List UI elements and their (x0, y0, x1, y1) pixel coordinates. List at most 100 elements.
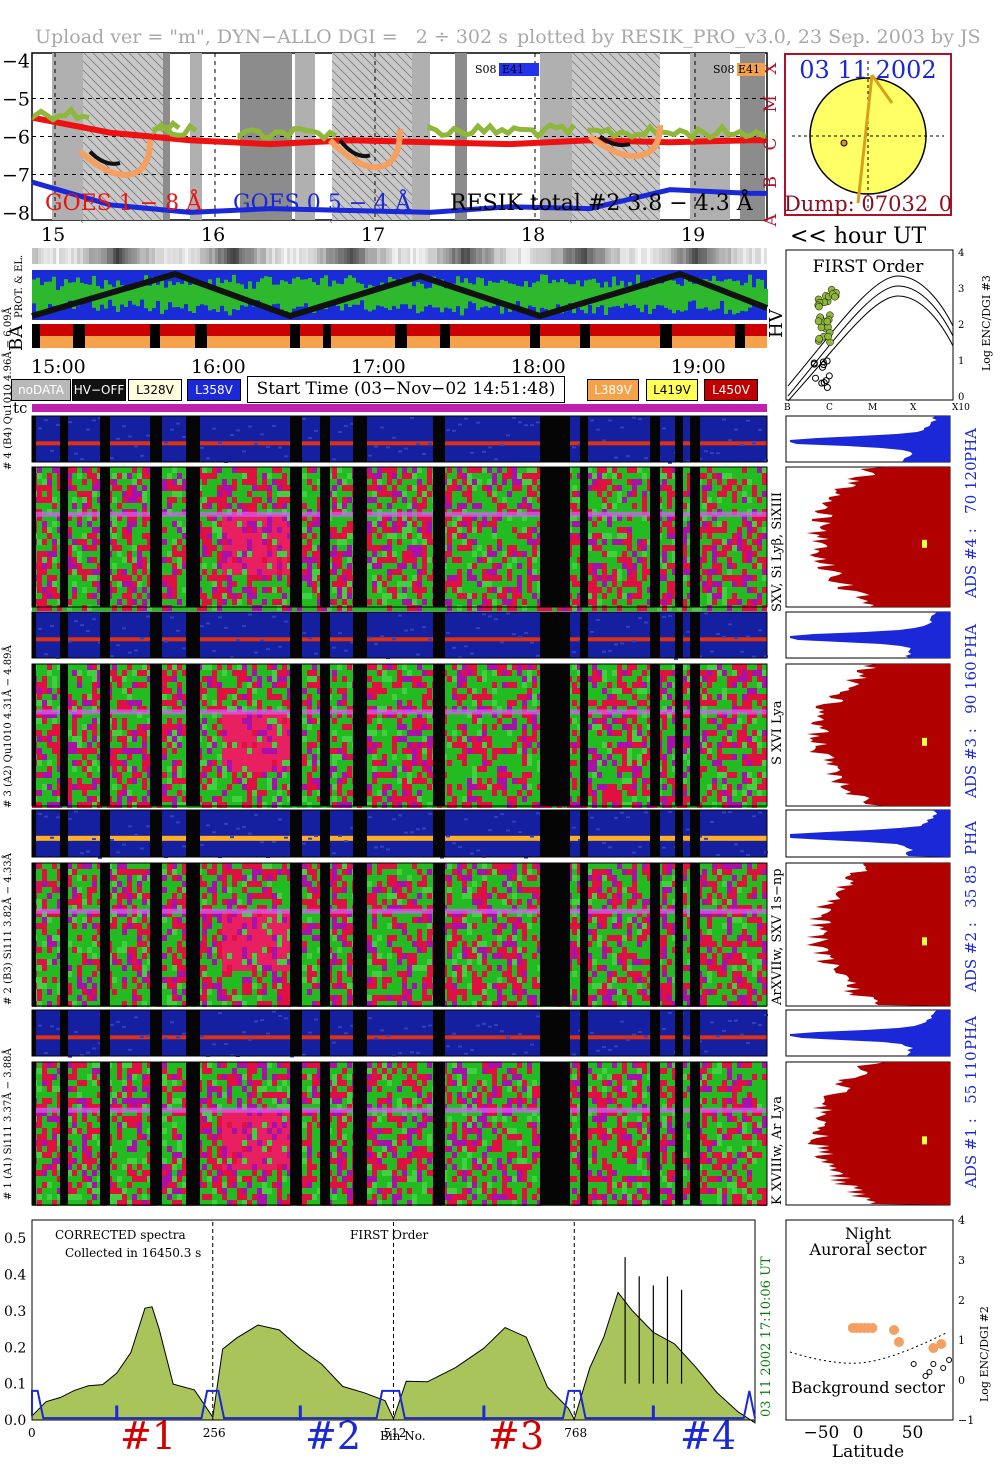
prot-green-cell (588, 279, 592, 306)
spec-cell (272, 521, 277, 527)
status-cell (293, 248, 296, 264)
spec-cell (252, 569, 257, 575)
spec-cell (217, 521, 222, 527)
spec-cell (757, 479, 762, 485)
goes-hatch-line (644, 52, 661, 69)
spec-cell (682, 563, 687, 569)
spec-cell (277, 569, 282, 575)
prot-green-cell (144, 275, 148, 309)
spec-cell (712, 593, 717, 599)
status-cell (584, 248, 587, 264)
spec-cell (422, 497, 427, 503)
spec-cell (507, 479, 512, 485)
pha-noise (56, 423, 60, 426)
spec-cell (387, 551, 392, 557)
spec-cell (382, 467, 387, 473)
prot-green-cell (316, 284, 320, 310)
spec-cell (532, 551, 537, 557)
pha-noise (506, 612, 510, 615)
status-cell (266, 248, 269, 264)
status-cell (140, 248, 143, 264)
status-cell (350, 248, 353, 264)
spec-cell (687, 527, 692, 533)
spec-cell (87, 605, 92, 611)
spec-cell (277, 545, 282, 551)
spec-cell (642, 497, 647, 503)
spec-cell (307, 497, 312, 503)
spec-cell (372, 599, 377, 605)
spec-cell (612, 539, 617, 545)
spec-cell (757, 539, 762, 545)
spec-cell (212, 563, 217, 569)
spec-cell (252, 545, 257, 551)
spec-cell (227, 581, 232, 587)
spec-cell (257, 599, 262, 605)
spec-cell (177, 467, 182, 473)
goes-hatch-line (568, 219, 573, 224)
spec-cell (447, 575, 452, 581)
spec-cell (637, 533, 642, 539)
spec-cell (367, 599, 372, 605)
spec-cell (332, 503, 337, 509)
spec-cell (522, 587, 527, 593)
spec-cell (227, 551, 232, 557)
spec-cell (117, 706, 122, 712)
spec-cell (52, 515, 57, 521)
spec-cell (122, 682, 127, 688)
spec-cell (37, 581, 42, 587)
spec-cell (472, 503, 477, 509)
spec-cell (117, 575, 122, 581)
spec-cell (247, 491, 252, 497)
status-cell (113, 248, 116, 264)
spec-cell (122, 503, 127, 509)
spec-cell (87, 700, 92, 706)
spec-cell (702, 467, 707, 473)
spec-cell (522, 557, 527, 563)
ba-gap (660, 324, 672, 348)
spec-cell (167, 587, 172, 593)
spec-cell (742, 539, 747, 545)
status-cell (446, 248, 449, 264)
prot-green-cell (480, 278, 484, 308)
spec-cell (752, 557, 757, 563)
spec-cell (517, 467, 522, 473)
spec-cell (67, 802, 72, 808)
goes-class-label: B (761, 176, 780, 189)
spec-cell (247, 503, 252, 509)
prot-green-cell (760, 279, 764, 306)
spec-cell (167, 593, 172, 599)
spec-cell (752, 545, 757, 551)
status-cell (362, 248, 365, 264)
spec-cell (147, 485, 152, 491)
spec-cell (87, 688, 92, 694)
spec-cell (287, 545, 292, 551)
spec-cell (202, 521, 207, 527)
spec-cell (602, 497, 607, 503)
spec-cell (157, 605, 162, 611)
spec-cell (517, 557, 522, 563)
spec-cell (492, 545, 497, 551)
goes-hatch-line (331, 105, 413, 187)
spec-cell (287, 533, 292, 539)
spec-cell (247, 581, 252, 587)
gap-column (675, 612, 683, 658)
spec-cell (97, 670, 102, 676)
spec-cell (412, 569, 417, 575)
spec-cell (97, 581, 102, 587)
goes-long-legend: GOES 1 − 8 Å (45, 188, 203, 216)
spec-cell (227, 539, 232, 545)
spec-cell (277, 497, 282, 503)
pha-noise (446, 429, 450, 432)
fo-ytick: 4 (958, 248, 964, 259)
prot-green-cell (376, 288, 380, 306)
spec-cell (177, 527, 182, 533)
status-cell (338, 248, 341, 264)
spec-cell (632, 575, 637, 581)
spec-cell (112, 491, 117, 497)
sun-position-dot (840, 139, 848, 147)
pha-noise (500, 444, 504, 447)
spec-cell (737, 581, 742, 587)
spec-cell (367, 503, 372, 509)
spec-cell (337, 599, 342, 605)
spec-cell (112, 796, 117, 802)
